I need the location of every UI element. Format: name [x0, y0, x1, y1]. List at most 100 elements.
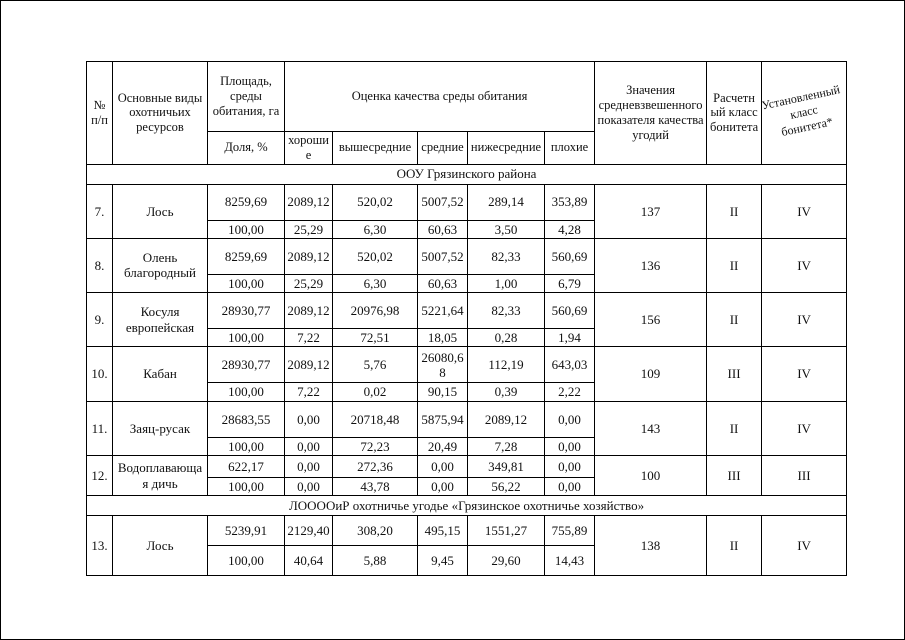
cell-share: 100,00 — [207, 545, 285, 577]
cell-share-below: 0,28 — [467, 328, 545, 348]
cell-q-mid: 5007,52 — [417, 183, 468, 221]
cell-species: Косуля европейская — [112, 292, 208, 348]
cell-share: 100,00 — [207, 382, 285, 402]
cell-q-above: 5,76 — [332, 346, 418, 384]
table-row-share: 100,00 40,64 5,88 9,45 29,60 14,43 — [87, 545, 847, 577]
cell-set-class: IV — [761, 515, 848, 577]
cell-q-above: 520,02 — [332, 237, 418, 275]
col-header-q-mid: средние — [417, 131, 468, 165]
section-title: ООУ Грязинского района — [85, 163, 848, 185]
cell-set-class: III — [761, 455, 848, 497]
cell-q-good: 2089,12 — [284, 346, 333, 384]
cell-q-above: 20976,98 — [332, 292, 418, 330]
cell-q-mid: 5875,94 — [417, 400, 468, 438]
col-header-quality: Оценка качества среды обитания — [283, 61, 596, 132]
cell-area: 28683,55 — [207, 400, 285, 438]
cell-q-mid: 5221,64 — [417, 292, 468, 330]
cell-calc-class: II — [706, 183, 763, 239]
cell-q-below: 112,19 — [467, 346, 545, 384]
cell-share-above: 6,30 — [332, 219, 418, 239]
cell-share-above: 72,51 — [332, 328, 418, 348]
section-row: ЛООООиР охотничье угодье «Грязинское охо… — [85, 495, 848, 517]
cell-score: 137 — [594, 183, 708, 239]
cell-share-below: 7,28 — [467, 436, 545, 457]
cell-species: Водоплавающая дичь — [112, 455, 208, 497]
col-header-q-above: вышесредние — [332, 131, 418, 165]
cell-q-mid: 495,15 — [417, 515, 468, 547]
cell-q-good: 2129,40 — [284, 515, 333, 547]
cell-num: 8. — [86, 237, 113, 294]
table-row: 8. Олень благородный 8259,69 2089,12 520… — [86, 237, 848, 294]
cell-share-good: 7,22 — [284, 382, 333, 402]
cell-q-below: 1551,27 — [467, 515, 545, 547]
cell-share-poor: 6,79 — [543, 273, 596, 294]
table-row: 12. Водоплавающая дичь 622,17 0,00 272,3… — [86, 455, 848, 497]
cell-num: 11. — [86, 400, 113, 457]
cell-q-above: 272,36 — [332, 455, 418, 479]
cell-calc-class: II — [706, 515, 763, 577]
cell-share-good: 25,29 — [284, 273, 333, 294]
cell-q-poor: 560,69 — [543, 292, 596, 330]
cell-share-poor: 1,94 — [543, 328, 596, 348]
cell-num: 10. — [86, 346, 113, 402]
table-row: 7. Лось 8259,69 2089,12 520,02 5007,52 2… — [86, 183, 848, 239]
cell-set-class: IV — [761, 237, 848, 294]
cell-score: 100 — [594, 455, 708, 497]
col-header-species: Основные виды охотничьих ресурсов — [112, 61, 208, 165]
cell-share-mid: 18,05 — [417, 328, 468, 348]
table-row-share: 100,00 7,22 0,02 90,15 0,39 2,22 — [87, 382, 847, 402]
cell-set-class: IV — [761, 183, 848, 239]
cell-share-above: 5,88 — [332, 545, 418, 577]
cell-share-above: 6,30 — [332, 273, 418, 294]
section-row: ООУ Грязинского района — [85, 163, 848, 185]
col-header-share: Доля, % — [207, 131, 285, 165]
cell-q-below: 2089,12 — [467, 400, 545, 438]
cell-score: 109 — [594, 346, 708, 402]
cell-q-good: 2089,12 — [284, 292, 333, 330]
header-row-2: Доля, % хорошие вышесредние средние ниже… — [87, 131, 847, 165]
cell-calc-class: III — [706, 346, 763, 402]
cell-q-poor: 755,89 — [543, 515, 596, 547]
cell-share-mid: 60,63 — [417, 219, 468, 239]
cell-area: 8259,69 — [207, 183, 285, 221]
cell-q-mid: 26080,68 — [417, 346, 468, 384]
header-row-1: № п/п Основные виды охотничьих ресурсов … — [86, 61, 848, 165]
cell-set-class: IV — [761, 400, 848, 457]
cell-share-above: 43,78 — [332, 477, 418, 497]
cell-share-mid: 20,49 — [417, 436, 468, 457]
cell-share-poor: 2,22 — [543, 382, 596, 402]
cell-q-above: 520,02 — [332, 183, 418, 221]
cell-area: 28930,77 — [207, 346, 285, 384]
cell-q-above: 20718,48 — [332, 400, 418, 438]
cell-q-poor: 560,69 — [543, 237, 596, 275]
cell-species: Заяц-русак — [112, 400, 208, 457]
cell-num: 12. — [86, 455, 113, 497]
cell-num: 13. — [86, 515, 113, 577]
col-header-q-poor: плохие — [543, 131, 596, 165]
cell-q-poor: 0,00 — [543, 400, 596, 438]
bonitet-table: № п/п Основные виды охотничьих ресурсов … — [85, 61, 848, 577]
section-title: ЛООООиР охотничье угодье «Грязинское охо… — [85, 495, 848, 517]
cell-share-below: 1,00 — [467, 273, 545, 294]
cell-share-mid: 90,15 — [417, 382, 468, 402]
cell-share-below: 29,60 — [467, 545, 545, 577]
cell-share-poor: 0,00 — [543, 436, 596, 457]
cell-area: 28930,77 — [207, 292, 285, 330]
cell-q-poor: 0,00 — [543, 455, 596, 479]
cell-species: Кабан — [112, 346, 208, 402]
cell-q-mid: 0,00 — [417, 455, 468, 479]
cell-calc-class: III — [706, 455, 763, 497]
cell-q-below: 82,33 — [467, 237, 545, 275]
cell-set-class: IV — [761, 346, 848, 402]
cell-num: 7. — [86, 183, 113, 239]
cell-share: 100,00 — [207, 219, 285, 239]
cell-score: 138 — [594, 515, 708, 577]
cell-area: 622,17 — [207, 455, 285, 479]
cell-score: 156 — [594, 292, 708, 348]
cell-area: 5239,91 — [207, 515, 285, 547]
cell-share-below: 3,50 — [467, 219, 545, 239]
table-row-share: 100,00 0,00 72,23 20,49 7,28 0,00 — [87, 436, 847, 457]
col-header-q-below: нижесредние — [467, 131, 545, 165]
cell-q-below: 82,33 — [467, 292, 545, 330]
